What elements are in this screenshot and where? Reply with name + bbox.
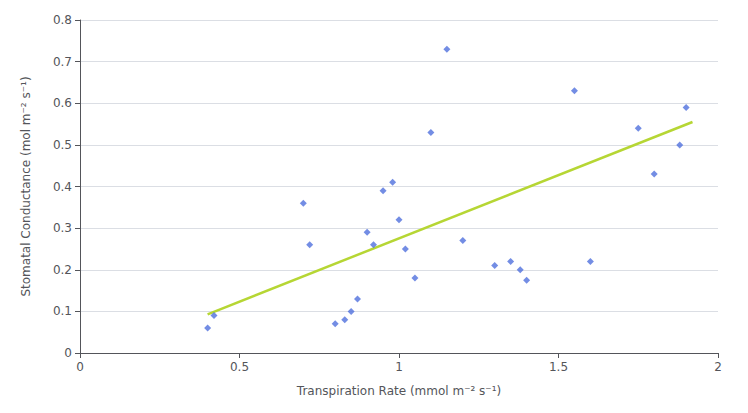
svg-text:0.1: 0.1 bbox=[53, 304, 72, 318]
svg-text:0.4: 0.4 bbox=[53, 180, 72, 194]
svg-text:0.2: 0.2 bbox=[53, 263, 72, 277]
svg-text:0.7: 0.7 bbox=[53, 55, 72, 69]
svg-text:0: 0 bbox=[64, 346, 72, 360]
svg-text:0.3: 0.3 bbox=[53, 221, 72, 235]
svg-text:1.5: 1.5 bbox=[549, 360, 568, 374]
svg-text:2: 2 bbox=[714, 360, 722, 374]
svg-text:0.5: 0.5 bbox=[230, 360, 249, 374]
svg-text:Transpiration Rate (mmol m⁻² s: Transpiration Rate (mmol m⁻² s⁻¹) bbox=[296, 384, 501, 398]
svg-text:0.6: 0.6 bbox=[53, 96, 72, 110]
svg-text:0.5: 0.5 bbox=[53, 138, 72, 152]
svg-text:Stomatal Conductance (mol m⁻²: Stomatal Conductance (mol m⁻² s⁻¹) bbox=[19, 76, 33, 296]
svg-text:0: 0 bbox=[76, 360, 84, 374]
svg-text:0.8: 0.8 bbox=[53, 13, 72, 27]
svg-text:1: 1 bbox=[395, 360, 403, 374]
